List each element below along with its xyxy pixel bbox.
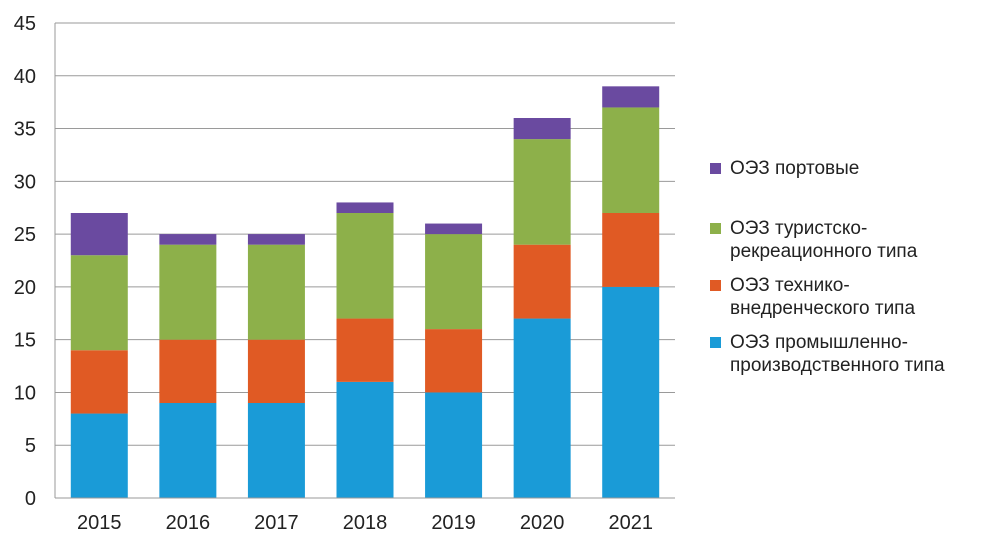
legend-swatch	[710, 280, 721, 291]
bars	[70, 86, 660, 498]
bar-segment	[70, 213, 128, 256]
x-tick-label: 2020	[520, 512, 565, 533]
bar-segment	[247, 234, 305, 245]
y-tick-label: 25	[14, 224, 36, 246]
legend-swatch	[710, 223, 721, 234]
y-tick-label: 20	[14, 277, 36, 299]
bar-segment	[513, 118, 571, 140]
y-tick-label: 15	[14, 330, 36, 352]
bar-segment	[247, 403, 305, 498]
bar-segment	[336, 381, 394, 498]
bar-segment	[513, 318, 571, 498]
bar-segment	[602, 213, 660, 287]
bar-segment	[247, 339, 305, 403]
bar-segment	[70, 350, 128, 414]
legend-label: рекреационного типа	[730, 241, 918, 262]
bar-segment	[70, 255, 128, 351]
axes: 0 5 10 15 20 25 30 35 40 45 2015 2016 2017 2018 2019 20…	[14, 13, 675, 534]
y-tick-label: 30	[14, 171, 36, 193]
x-tick-label: 2015	[77, 512, 122, 533]
bar-segment	[247, 244, 305, 340]
bar-segment	[159, 339, 217, 403]
bar-segment	[70, 413, 128, 498]
legend-label: ОЭЗ портовые	[730, 158, 859, 179]
bar-segment	[602, 86, 660, 108]
y-tick-label: 40	[14, 66, 36, 88]
x-tick-label: 2018	[343, 512, 388, 533]
legend-swatch	[710, 337, 721, 348]
legend-label: производственного типа	[730, 355, 945, 376]
bar-segment	[513, 139, 571, 245]
y-tick-label: 35	[14, 119, 36, 141]
y-tick-label: 45	[14, 13, 36, 35]
legend-label: ОЭЗ туристско-	[730, 218, 867, 239]
x-tick-label: 2019	[431, 512, 476, 533]
bar-segment	[159, 244, 217, 340]
bar-segment	[159, 234, 217, 245]
bar-segment	[602, 107, 660, 213]
x-tick-label: 2021	[608, 512, 653, 533]
bar-segment	[425, 223, 483, 235]
y-tick-label: 5	[25, 435, 36, 457]
y-tick-label: 10	[14, 382, 36, 404]
bar-segment	[602, 286, 660, 498]
x-tick-label: 2016	[166, 512, 211, 533]
legend-label: ОЭЗ промышленно-	[730, 332, 908, 353]
bar-segment	[159, 403, 217, 498]
bar-segment	[336, 318, 394, 382]
bar-segment	[513, 244, 571, 319]
bar-segment	[336, 213, 394, 319]
bar-segment	[425, 392, 483, 498]
legend-label: ОЭЗ технико-	[730, 275, 850, 296]
legend-label: внедренческого типа	[730, 298, 915, 319]
y-tick-label: 0	[25, 488, 36, 510]
legend: ОЭЗ портовые ОЭЗ туристско-рекреационного…	[710, 158, 945, 376]
bar-segment	[425, 329, 483, 393]
bar-segment	[425, 234, 483, 330]
x-tick-label: 2017	[254, 512, 299, 533]
legend-swatch	[710, 163, 721, 174]
bar-segment	[336, 202, 394, 213]
